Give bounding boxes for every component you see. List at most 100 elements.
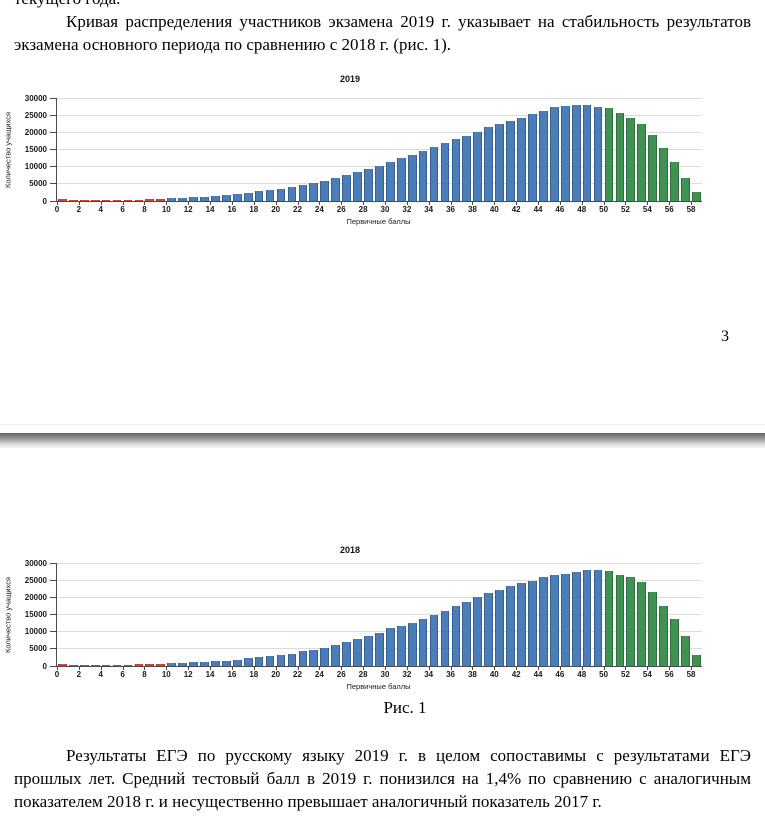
bar-2019-x42 [517,117,526,201]
x-tick-label: 26 [336,205,346,214]
bar-2019-x51 [615,112,625,201]
gridline [57,631,702,633]
bar-2018-x29 [375,632,384,666]
y-tick-label: 30000 [24,558,47,568]
y-tick-label: 10000 [24,162,47,172]
x-tick-mark [538,667,540,670]
x-tick-mark [428,202,430,205]
y-tick-label: 25000 [24,110,47,120]
x-tick-label: 24 [314,205,324,214]
x-tick-mark [384,202,386,205]
bar-2018-x12 [189,662,198,666]
bar-2019-x2 [79,199,89,201]
y-tick-label: 20000 [24,592,47,602]
x-tick-mark [581,667,583,670]
y-tick-mark [50,149,56,150]
x-tick-label: 0 [54,205,60,214]
x-tick-label: 26 [336,670,346,679]
x-tick-mark [319,667,321,670]
bar-2019-x43 [528,113,537,201]
bar-2018-x46 [560,573,570,666]
bar-2019-x44 [539,110,548,201]
x-tick-label: 12 [183,205,193,214]
paragraph-fragment-top: текущего года. [14,0,120,9]
bar-2018-x49 [593,570,603,666]
bar-2018-x18 [254,657,264,666]
x-tick-label: 34 [424,205,434,214]
x-tick-label: 52 [621,205,630,214]
bar-2018-x58 [692,655,701,666]
bar-2018-x34 [429,614,439,666]
x-tick-label: 32 [402,670,412,679]
bar-2018-x0 [58,664,67,666]
bar-2019-x22 [298,185,308,201]
bar-2019-x56 [670,161,679,201]
y-tick-label: 15000 [24,610,47,619]
x-tick-label: 52 [621,670,630,679]
x-tick-mark [275,202,277,205]
x-tick-label: 24 [314,670,324,679]
x-tick-mark [253,202,255,205]
x-tick-label: 34 [424,670,434,679]
x-tick-mark [210,202,212,205]
x-tick-label: 36 [446,670,455,679]
bar-2018-x33 [418,619,428,666]
x-tick-mark [363,667,365,670]
bar-2018-x52 [626,577,636,666]
bar-2019-x12 [189,197,198,201]
x-tick-mark [166,202,168,205]
x-tick-label: 2 [76,670,82,679]
bar-2019-x23 [309,183,319,201]
x-tick-mark [516,202,518,205]
bar-2018-x19 [265,656,275,666]
x-tick-mark [669,202,671,205]
x-tick-label: 42 [511,205,521,214]
x-tick-label: 8 [142,205,147,214]
x-tick-label: 14 [205,205,215,214]
x-tick-label: 48 [577,205,587,214]
x-tick-mark [494,202,496,205]
bar-2019-x33 [418,151,428,201]
page-edge-line [0,424,765,425]
x-tick-mark [428,667,430,670]
x-tick-mark [341,202,343,205]
x-tick-label: 42 [511,670,521,679]
bar-2019-x9 [156,199,166,201]
bar-2019-x48 [582,104,592,201]
bar-2019-x16 [232,194,242,201]
x-tick-mark [57,202,58,205]
x-tick-mark [691,667,693,670]
bar-2019-x17 [243,192,253,201]
x-tick-mark [625,667,627,670]
bar-2019-x11 [178,197,187,201]
gridline [57,614,702,615]
x-tick-mark [100,202,102,205]
bar-2018-x20 [276,654,286,666]
bar-2018-x45 [549,575,559,666]
bar-2018-x31 [396,625,406,666]
gridline [57,97,702,99]
bar-2018-x21 [287,653,297,666]
x-tick-label: 30 [380,670,390,679]
chart-title: 2018 [339,545,361,555]
x-tick-label: 56 [664,670,674,679]
x-tick-mark [559,667,561,670]
x-tick-mark [144,667,146,670]
y-tick-label: 30000 [24,93,47,103]
x-tick-label: 16 [227,670,237,679]
bar-2018-x28 [364,636,373,666]
x-tick-label: 8 [142,670,147,679]
bar-2018-x2 [79,664,89,666]
x-tick-mark [122,202,124,205]
x-tick-mark [341,667,343,670]
bar-2019-x20 [276,188,286,201]
bar-2018-x16 [232,659,242,666]
y-tick-mark [50,562,56,564]
gridline [57,114,702,116]
bar-2018-x25 [331,644,341,666]
y-tick-label: 5000 [29,644,47,654]
x-tick-mark [559,202,561,205]
bar-2019-x10 [167,198,177,201]
bar-2019-x15 [221,195,231,201]
x-tick-label: 28 [358,670,368,679]
